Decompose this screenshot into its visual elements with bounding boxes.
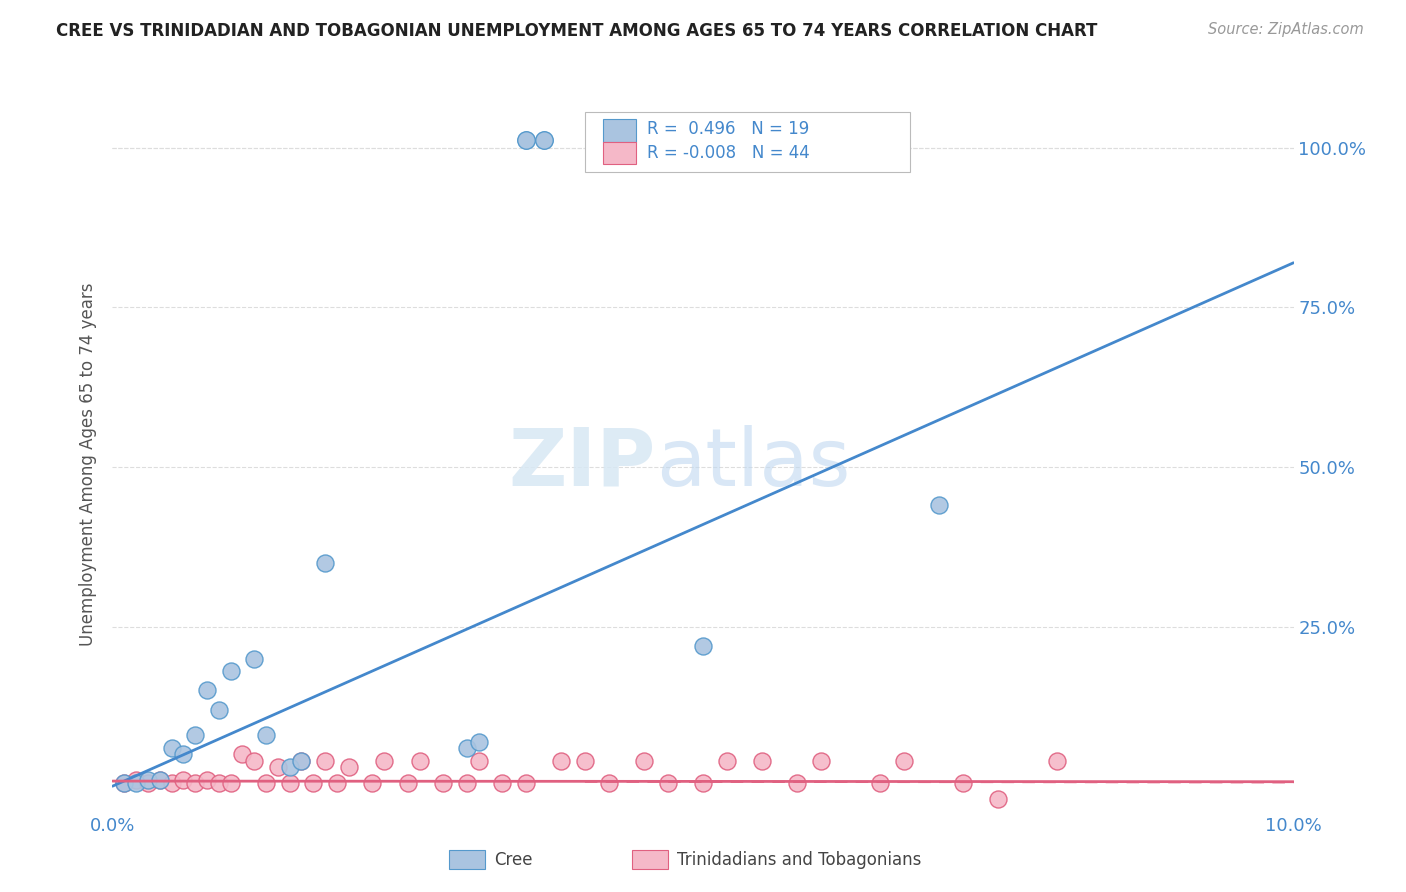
Point [1046, 754, 1069, 768]
FancyBboxPatch shape [603, 142, 636, 164]
Point [373, 754, 395, 768]
Point [302, 776, 325, 790]
Point [112, 776, 135, 790]
Point [314, 754, 336, 768]
FancyBboxPatch shape [603, 120, 636, 142]
Point [598, 776, 620, 790]
Point [219, 665, 242, 679]
Point [243, 754, 266, 768]
Y-axis label: Unemployment Among Ages 65 to 74 years: Unemployment Among Ages 65 to 74 years [79, 282, 97, 646]
Point [125, 776, 148, 790]
Point [278, 776, 301, 790]
FancyBboxPatch shape [633, 850, 668, 870]
Point [337, 760, 360, 774]
Point [290, 754, 312, 768]
Point [254, 728, 277, 742]
Point [574, 754, 596, 768]
Point [633, 754, 655, 768]
Point [184, 776, 207, 790]
Point [692, 639, 714, 653]
Point [692, 776, 714, 790]
Point [893, 754, 915, 768]
Point [550, 754, 572, 768]
Point [456, 776, 478, 790]
Point [515, 776, 537, 790]
Point [456, 740, 478, 755]
Point [987, 792, 1010, 806]
Text: atlas: atlas [655, 425, 851, 503]
Point [149, 772, 172, 787]
Point [267, 760, 290, 774]
Text: Source: ZipAtlas.com: Source: ZipAtlas.com [1208, 22, 1364, 37]
Text: ZIP: ZIP [509, 425, 655, 503]
Point [396, 776, 419, 790]
Point [786, 776, 808, 790]
FancyBboxPatch shape [449, 850, 485, 870]
Text: CREE VS TRINIDADIAN AND TOBAGONIAN UNEMPLOYMENT AMONG AGES 65 TO 74 YEARS CORREL: CREE VS TRINIDADIAN AND TOBAGONIAN UNEMP… [56, 22, 1098, 40]
Point [278, 760, 301, 774]
Point [208, 776, 231, 790]
Point [314, 556, 336, 570]
Point [243, 651, 266, 665]
Point [326, 776, 349, 790]
Point [172, 747, 194, 762]
Point [208, 703, 231, 717]
Point [657, 776, 679, 790]
Text: Trinidadians and Tobagonians: Trinidadians and Tobagonians [678, 851, 921, 869]
Point [219, 776, 242, 790]
Point [361, 776, 384, 790]
Point [254, 776, 277, 790]
Point [136, 772, 159, 787]
Point [716, 754, 738, 768]
Point [112, 776, 135, 790]
Point [810, 754, 832, 768]
Text: R = -0.008   N = 44: R = -0.008 N = 44 [648, 144, 810, 161]
Text: R =  0.496   N = 19: R = 0.496 N = 19 [648, 120, 810, 138]
Point [149, 772, 172, 787]
Point [195, 683, 218, 698]
Point [467, 754, 489, 768]
Point [160, 740, 183, 755]
Point [751, 754, 773, 768]
Point [467, 734, 489, 748]
FancyBboxPatch shape [585, 112, 910, 171]
Point [928, 499, 950, 513]
Point [231, 747, 253, 762]
Point [432, 776, 454, 790]
Point [290, 754, 312, 768]
Point [408, 754, 430, 768]
Point [195, 772, 218, 787]
Point [172, 772, 194, 787]
Point [160, 776, 183, 790]
Point [952, 776, 974, 790]
Point [491, 776, 513, 790]
Point [184, 728, 207, 742]
Point [136, 776, 159, 790]
Point [869, 776, 891, 790]
Text: Cree: Cree [494, 851, 533, 869]
Point [125, 772, 148, 787]
